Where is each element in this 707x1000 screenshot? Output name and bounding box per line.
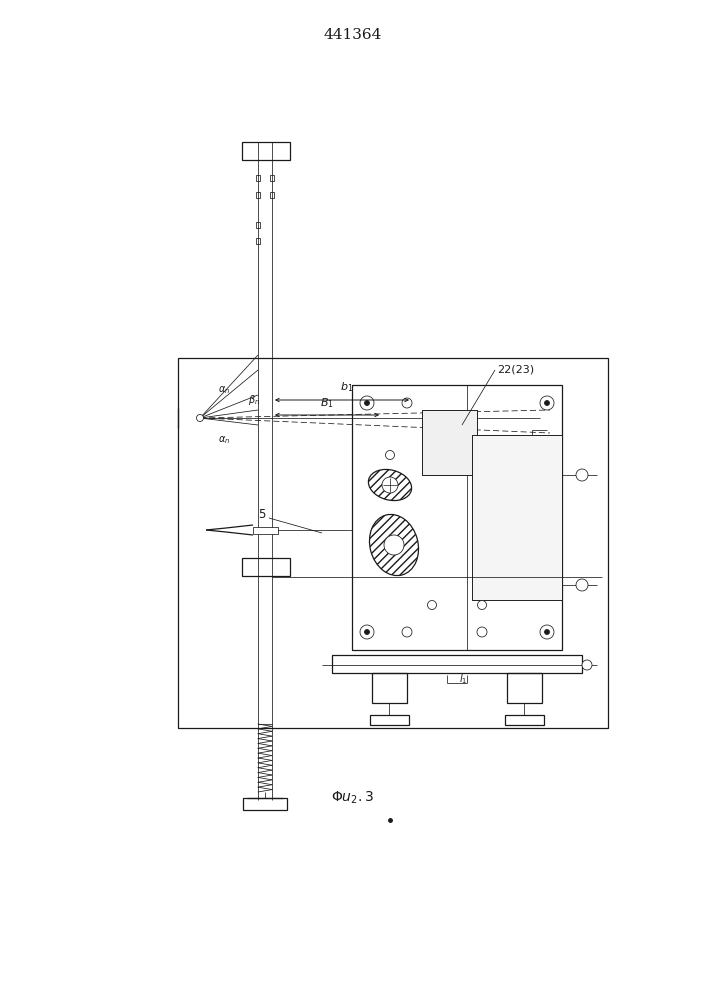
Bar	[256, 175, 260, 181]
Circle shape	[382, 477, 398, 493]
Bar	[242, 142, 290, 160]
Circle shape	[197, 414, 204, 422]
Circle shape	[402, 627, 412, 637]
Circle shape	[402, 398, 412, 408]
Bar	[422, 410, 477, 475]
Text: $\alpha_n$: $\alpha_n$	[218, 384, 230, 396]
Circle shape	[428, 600, 436, 609]
Bar	[256, 192, 260, 198]
Circle shape	[360, 396, 374, 410]
Bar	[332, 655, 582, 673]
Bar	[270, 175, 274, 181]
Circle shape	[540, 396, 554, 410]
Text: $B_1$: $B_1$	[320, 396, 334, 410]
Bar	[472, 435, 562, 600]
Circle shape	[544, 630, 549, 635]
Circle shape	[360, 625, 374, 639]
Bar	[352, 385, 467, 650]
Bar	[507, 673, 542, 703]
Text: $\alpha_n$: $\alpha_n$	[218, 434, 230, 446]
Bar	[256, 222, 260, 228]
Circle shape	[365, 400, 370, 406]
Ellipse shape	[370, 514, 419, 576]
Bar	[253, 526, 278, 534]
Circle shape	[385, 450, 395, 460]
Text: 22(23): 22(23)	[497, 365, 534, 375]
Bar	[242, 558, 290, 576]
Bar	[505, 715, 544, 725]
Bar	[270, 192, 274, 198]
Text: $b_1$: $b_1$	[340, 380, 354, 394]
Text: 441364: 441364	[324, 28, 382, 42]
Bar	[242, 558, 290, 576]
Text: 5: 5	[258, 508, 266, 522]
Circle shape	[365, 630, 370, 635]
Bar	[256, 238, 260, 244]
Bar	[472, 435, 562, 600]
Bar	[242, 142, 290, 160]
Bar	[372, 673, 407, 703]
Text: $\beta_n$: $\beta_n$	[248, 393, 260, 407]
Bar	[352, 385, 562, 650]
Text: $l_1$: $l_1$	[459, 672, 467, 686]
Bar	[370, 715, 409, 725]
Bar	[243, 798, 287, 810]
Bar	[178, 358, 608, 728]
Bar	[422, 410, 477, 475]
Text: $\Phi u_{\mathit{2}}.3$: $\Phi u_{\mathit{2}}.3$	[332, 790, 375, 806]
Circle shape	[582, 660, 592, 670]
Circle shape	[576, 579, 588, 591]
Circle shape	[540, 625, 554, 639]
Circle shape	[477, 600, 486, 609]
Circle shape	[477, 627, 487, 637]
Circle shape	[384, 535, 404, 555]
Circle shape	[576, 469, 588, 481]
Circle shape	[544, 400, 549, 406]
